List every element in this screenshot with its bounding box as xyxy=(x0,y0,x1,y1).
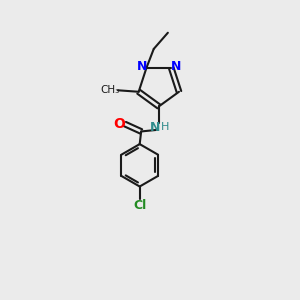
Text: O: O xyxy=(114,117,126,131)
Text: CH₃: CH₃ xyxy=(100,85,119,95)
Text: N: N xyxy=(170,60,181,73)
Text: N: N xyxy=(137,60,147,73)
Text: N: N xyxy=(150,121,160,134)
Text: Cl: Cl xyxy=(133,199,146,212)
Text: H: H xyxy=(161,122,170,132)
